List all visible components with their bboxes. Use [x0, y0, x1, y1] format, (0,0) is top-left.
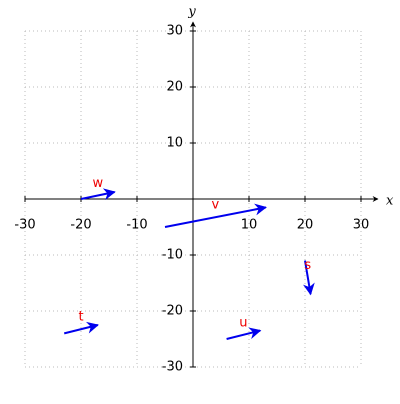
x-tick-label: 30	[353, 218, 370, 233]
x-tick-label: -20	[70, 218, 91, 233]
vector-arrow	[80, 188, 116, 201]
x-tick-label: 20	[297, 218, 314, 233]
vector-arrow	[63, 321, 99, 335]
y-axis-label: y	[187, 5, 196, 20]
y-tick-label: -30	[162, 360, 183, 375]
y-tick-label: 30	[166, 24, 183, 39]
x-tick-label: -30	[14, 218, 35, 233]
y-tick-label: 10	[166, 136, 183, 151]
vector-label: s	[304, 258, 311, 273]
vector-label: v	[212, 198, 220, 213]
vector-arrow	[302, 260, 315, 296]
y-tick-label: -20	[162, 304, 183, 319]
y-tick-label: -10	[162, 248, 183, 263]
vector-label: t	[78, 310, 83, 325]
vector-arrow	[164, 203, 267, 228]
x-axis-label: x	[386, 194, 394, 209]
vector-arrow	[226, 327, 262, 340]
x-tick-label: -10	[126, 218, 147, 233]
x-tick-label: 10	[241, 218, 258, 233]
vector-label: u	[239, 315, 247, 330]
y-tick-label: 20	[166, 80, 183, 95]
vector-label: w	[92, 176, 103, 191]
